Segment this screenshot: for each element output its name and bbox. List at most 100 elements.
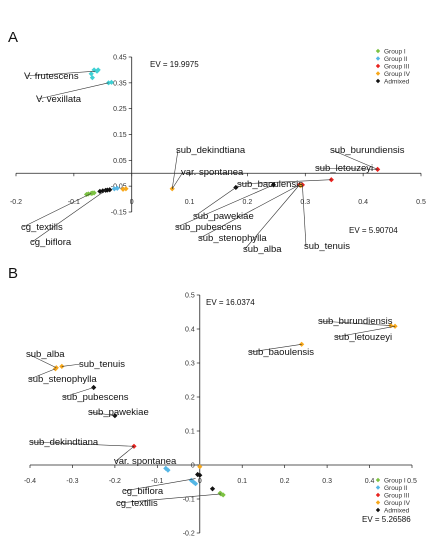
annotation-label: cg_textilis (21, 222, 63, 233)
data-point (91, 190, 97, 196)
data-point (88, 71, 94, 77)
legend-label: Group II (384, 485, 408, 492)
annotation-label: sub_burundiensis (318, 316, 393, 327)
annotation-label: sub_tenuis (79, 359, 125, 370)
x-tick-label: 0 (130, 199, 134, 206)
ev-y-label: EV = 16.0374 (206, 298, 255, 307)
annotation-leader (199, 184, 300, 239)
annotation-leader (31, 190, 106, 243)
x-tick-label: 0.2 (280, 478, 290, 485)
data-point (209, 486, 216, 492)
annotation-label: cg_textilis (116, 498, 158, 509)
legend-marker (375, 71, 381, 76)
annotation-leader (123, 478, 196, 492)
annotation-label: sub_baoulensis (248, 347, 314, 358)
legend-label: Group III (384, 492, 409, 499)
data-point (105, 80, 112, 86)
annotation-leader (89, 411, 115, 416)
legend-label: Group III (384, 63, 409, 70)
data-point (195, 471, 201, 478)
legend-label: Group I (384, 477, 406, 484)
x-tick-label: 0.5 (416, 199, 426, 206)
data-point (163, 465, 169, 471)
x-tick-label: 0.2 (243, 199, 253, 206)
data-point (97, 188, 103, 194)
legend-marker (375, 507, 381, 513)
annotation-label: sub_pawekiae (193, 211, 254, 222)
annotation-leader (302, 184, 307, 247)
data-point (123, 186, 129, 192)
annotation-leader (331, 149, 378, 170)
legend-marker (375, 500, 381, 505)
annotation-label: cg_biflora (122, 486, 164, 497)
annotation-label: sub_pubescens (62, 392, 129, 403)
annotation-label: sub_pubescens (175, 222, 242, 233)
annotation-leader (29, 368, 56, 380)
x-tick-label: 0.4 (365, 478, 375, 485)
panel-letter: B (8, 265, 18, 282)
data-point (91, 384, 97, 391)
data-point (217, 490, 223, 496)
x-tick-label: -0.2 (109, 478, 121, 485)
annotation-leader (238, 179, 332, 185)
x-tick-label: 0 (198, 478, 202, 485)
legend-label: Admixed (384, 78, 410, 85)
data-point (298, 183, 304, 189)
annotation-leader (319, 320, 391, 326)
annotation-label: sub_dekindtiana (176, 145, 246, 156)
data-point (95, 67, 101, 73)
data-point (197, 464, 203, 470)
legend-label: Group II (384, 56, 408, 63)
annotation-leader (27, 353, 57, 369)
x-tick-label: -0.4 (24, 478, 36, 485)
x-tick-label: 0.3 (300, 199, 310, 206)
annotation-leader (244, 184, 300, 250)
annotation-label: sub_letouzeyi (315, 163, 373, 174)
annotation-label: sub_dekindtiana (29, 437, 99, 448)
y-tick-label: -0.1 (183, 497, 195, 504)
x-tick-label: 0.1 (237, 478, 247, 485)
annotation-label: V. vexillata (36, 94, 82, 105)
x-tick-label: 0.1 (185, 199, 195, 206)
annotation-leader (335, 325, 396, 338)
legend-marker (375, 485, 381, 490)
panel-a: A -0.2 -0.1 0 0.1 0.2 0.3 0.4 0.5 0.45 0.35 0.25 0.1… (8, 29, 426, 255)
y-tick-label: -0.2 (183, 531, 195, 538)
panel-letter: A (8, 29, 18, 46)
legend-label: Group IV (384, 71, 411, 78)
y-tick-label: 0.15 (113, 132, 127, 139)
annotation-label: sub_stenophylla (198, 233, 267, 244)
y-tick-label: 0.45 (113, 55, 127, 62)
annotation-leader (30, 441, 135, 447)
data-point (89, 75, 95, 81)
legend-marker (375, 56, 381, 61)
y-tick-label: 0.05 (113, 158, 127, 165)
annotation-leader (194, 187, 237, 217)
x-tick-label: -0.3 (66, 478, 78, 485)
ev-x-label: EV = 5.90704 (349, 226, 398, 235)
legend-label: Group I (384, 48, 406, 55)
annotation-label: sub_burundiensis (330, 145, 405, 156)
data-point (165, 467, 171, 473)
panel-b: B -0.4 -0.3 -0.2 -0.1 0 0.1 0.2 0.3 0.4 0.5 0.5 0.4 0… (8, 265, 417, 538)
y-tick-label: -0.15 (111, 210, 127, 217)
y-tick-label: 0 (191, 463, 195, 470)
data-point (192, 481, 199, 487)
legend-marker (375, 48, 381, 54)
data-point (108, 79, 115, 85)
annotation-leader (25, 70, 96, 77)
y-tick-label: 0.4 (185, 327, 195, 334)
annotation-leader (61, 363, 82, 367)
legend-marker (375, 492, 381, 498)
y-tick-label: 0.5 (185, 293, 195, 300)
annotation-label: cg_biflora (30, 237, 72, 248)
annotation-label: sub_baoulensis (237, 179, 303, 190)
x-tick-label: -0.1 (151, 478, 163, 485)
annotation-leader (37, 82, 109, 100)
y-tick-label: 0.2 (185, 395, 195, 402)
data-point (114, 185, 120, 191)
annotation-label: sub_stenophylla (28, 374, 97, 385)
annotation-leader (22, 193, 92, 228)
annotation-label: var. spontanea (114, 456, 177, 467)
